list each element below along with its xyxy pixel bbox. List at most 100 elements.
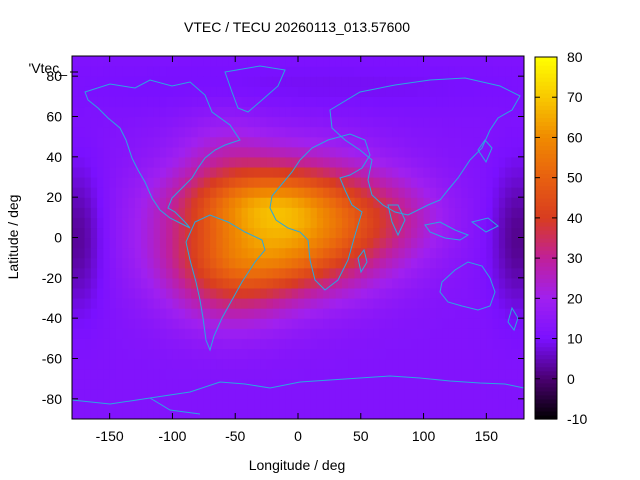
- heat-cell: [147, 237, 155, 249]
- heat-cell: [404, 328, 412, 339]
- heat-cell: [316, 187, 324, 198]
- heat-cell: [298, 237, 305, 249]
- heat-cell: [172, 237, 180, 249]
- heat-cell: [122, 217, 130, 229]
- heat-cell: [316, 217, 324, 229]
- heat-cell: [379, 378, 387, 390]
- heat-cell: [115, 408, 123, 419]
- heat-cell: [72, 338, 79, 350]
- heat-cell: [279, 207, 287, 218]
- heat-cell: [291, 156, 299, 168]
- heat-cell: [354, 358, 362, 370]
- heat-cell: [310, 287, 318, 299]
- heat-cell: [191, 287, 199, 299]
- heat-cell: [310, 106, 318, 118]
- heat-cell: [367, 267, 374, 279]
- heat-cell: [373, 197, 381, 208]
- heat-cell: [354, 187, 362, 198]
- heat-cell: [291, 388, 299, 400]
- heat-cell: [473, 106, 481, 118]
- heat-cell: [429, 56, 437, 67]
- heat-cell: [272, 76, 280, 87]
- heat-cell: [172, 126, 180, 138]
- heat-cell: [454, 328, 462, 339]
- heat-cell: [272, 318, 280, 329]
- heat-cell: [341, 257, 349, 269]
- heat-cell: [266, 298, 274, 309]
- heat-cell: [461, 76, 469, 87]
- heat-cell: [385, 328, 393, 339]
- heat-cell: [492, 146, 500, 158]
- heat-cell: [260, 358, 268, 370]
- heat-cell: [191, 247, 199, 259]
- heat-cell: [492, 287, 500, 299]
- colorbar-segment: [535, 302, 557, 307]
- heat-cell: [222, 237, 230, 249]
- heat-cell: [480, 388, 487, 400]
- heat-cell: [272, 247, 280, 259]
- colorbar-segment: [535, 262, 557, 267]
- heat-cell: [429, 348, 437, 360]
- heat-cell: [272, 187, 280, 198]
- heat-cell: [128, 156, 136, 168]
- heat-cell: [517, 267, 524, 279]
- heat-cell: [134, 76, 142, 87]
- heat-cell: [241, 76, 249, 87]
- heat-cell: [254, 308, 261, 319]
- heat-cell: [480, 76, 487, 87]
- heat-cell: [298, 378, 305, 390]
- heat-cell: [210, 197, 217, 208]
- heat-cell: [266, 368, 274, 380]
- heat-cell: [398, 156, 406, 168]
- heat-cell: [392, 156, 400, 168]
- heat-cell: [423, 197, 431, 208]
- heat-cell: [279, 146, 287, 158]
- y-tick-label: 60: [46, 109, 62, 125]
- heat-cell: [429, 388, 437, 400]
- heat-cell: [348, 146, 356, 158]
- heat-cell: [385, 76, 393, 87]
- heat-cell: [166, 368, 174, 380]
- heat-cell: [398, 388, 406, 400]
- heat-cell: [436, 126, 443, 138]
- heat-cell: [97, 328, 104, 339]
- heat-cell: [392, 388, 400, 400]
- heat-cell: [141, 348, 148, 360]
- heat-cell: [498, 86, 506, 97]
- heat-cell: [134, 136, 142, 148]
- heat-cell: [172, 187, 180, 198]
- heat-cell: [348, 318, 356, 329]
- heat-cell: [134, 308, 142, 319]
- heat-cell: [90, 207, 98, 218]
- heat-cell: [323, 126, 330, 138]
- heat-cell: [197, 247, 205, 259]
- heat-cell: [467, 338, 475, 350]
- colorbar-segment: [535, 250, 557, 255]
- heat-cell: [197, 96, 205, 108]
- heat-cell: [97, 267, 104, 279]
- heat-cell: [379, 398, 387, 410]
- heat-cell: [429, 116, 437, 128]
- heat-cell: [279, 368, 287, 380]
- heat-cell: [159, 388, 167, 400]
- y-tick-label: -60: [42, 351, 62, 367]
- heat-cell: [385, 177, 393, 188]
- heat-cell: [354, 96, 362, 108]
- heat-cell: [454, 398, 462, 410]
- heat-cell: [492, 136, 500, 148]
- heat-cell: [222, 338, 230, 350]
- heat-cell: [417, 237, 425, 249]
- heat-cell: [429, 368, 437, 380]
- heat-cell: [78, 126, 86, 138]
- heat-cell: [354, 398, 362, 410]
- heat-cell: [172, 348, 180, 360]
- heat-cell: [341, 277, 349, 289]
- heat-cell: [505, 277, 513, 289]
- heat-cell: [141, 287, 148, 299]
- heat-cell: [222, 308, 230, 319]
- heat-cell: [404, 257, 412, 269]
- heat-cell: [341, 146, 349, 158]
- heat-cell: [486, 86, 494, 97]
- heat-cell: [392, 187, 400, 198]
- heat-cell: [241, 328, 249, 339]
